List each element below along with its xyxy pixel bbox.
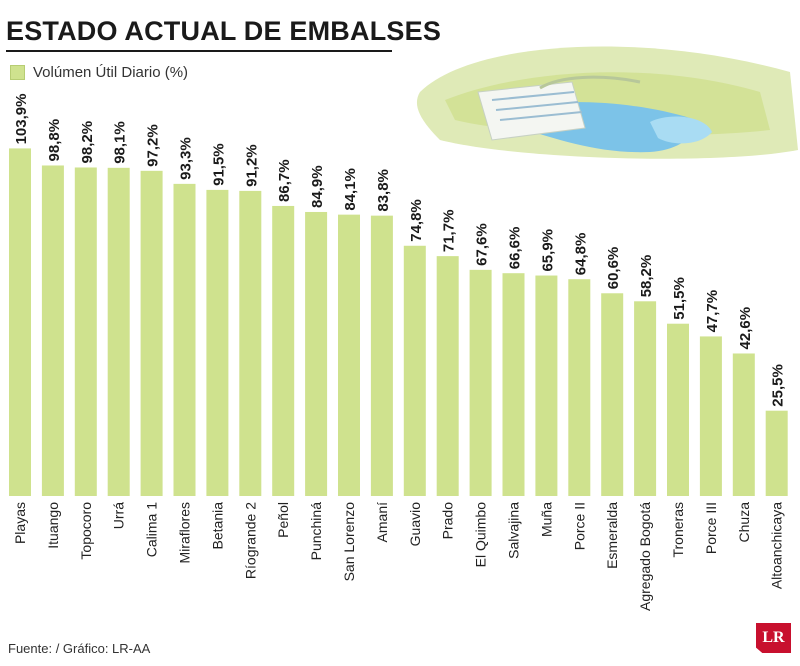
category-label-21: Troneras	[670, 502, 686, 558]
category-label-10: Punchiná	[308, 502, 324, 561]
value-label-9: 86,7%	[276, 159, 293, 202]
bar-24	[765, 410, 788, 496]
value-label-12: 83,8%	[375, 169, 392, 212]
value-label-1: 103,9%	[13, 94, 30, 145]
value-label-24: 25,5%	[770, 364, 787, 407]
bar-17	[535, 275, 558, 496]
bar-5	[140, 170, 163, 496]
category-label-20: Agregado Bogotá	[637, 502, 653, 611]
category-label-6: Miraflores	[177, 502, 193, 563]
category-label-19: Esmeralda	[604, 502, 620, 569]
value-label-13: 74,8%	[408, 199, 425, 242]
bar-2	[41, 165, 64, 496]
value-label-21: 51,5%	[671, 277, 688, 320]
bar-1	[9, 148, 31, 496]
category-label-24: Altoanchicaya	[769, 502, 785, 589]
value-label-11: 84,1%	[342, 168, 359, 211]
value-label-4: 98,1%	[112, 121, 129, 164]
bar-13	[403, 245, 426, 496]
category-label-16: Salvajina	[506, 502, 522, 559]
category-label-2: Ituango	[45, 502, 61, 549]
value-label-7: 91,5%	[210, 143, 227, 186]
value-label-22: 47,7%	[704, 290, 721, 333]
bar-18	[568, 279, 591, 496]
value-label-20: 58,2%	[638, 255, 655, 298]
bar-19	[601, 293, 624, 496]
category-label-1: Playas	[12, 502, 28, 544]
bar-8	[239, 190, 262, 497]
value-label-10: 84,9%	[309, 165, 326, 208]
category-label-5: Calima 1	[144, 502, 160, 557]
value-label-18: 64,8%	[572, 233, 589, 276]
value-labels-group: 103,9% 98,8% 98,2% 98,1% 97,2% 93,3% 91,5% 91,2…	[13, 94, 787, 407]
category-label-4: Urrá	[111, 502, 127, 529]
bar-7	[206, 189, 229, 496]
bar-15	[469, 269, 492, 496]
category-label-11: San Lorenzo	[341, 502, 357, 582]
bar-16	[502, 273, 525, 496]
category-label-23: Chuza	[736, 502, 752, 543]
bar-20	[634, 301, 657, 496]
category-label-14: Prado	[440, 502, 456, 540]
bar-10	[305, 211, 328, 497]
category-label-15: El Quimbo	[473, 502, 489, 568]
value-label-15: 67,6%	[474, 223, 491, 266]
bar-4	[107, 167, 130, 496]
value-label-14: 71,7%	[441, 210, 458, 253]
title-underline	[6, 50, 392, 52]
bar-12	[370, 215, 393, 496]
value-label-8: 91,2%	[243, 144, 260, 187]
category-label-7: Betania	[209, 502, 225, 550]
bar-9	[272, 205, 295, 496]
bar-14	[436, 256, 459, 496]
dam-illustration	[416, 46, 798, 159]
value-label-17: 65,9%	[539, 229, 556, 272]
category-label-13: Guavio	[407, 502, 423, 547]
chart-title: ESTADO ACTUAL DE EMBALSES	[6, 16, 442, 46]
source-footer: Fuente: / Gráfico: LR-AA	[8, 641, 151, 656]
value-label-6: 93,3%	[178, 137, 195, 180]
category-label-12: Amaní	[374, 502, 390, 543]
category-label-3: Topocoro	[78, 502, 94, 560]
value-label-5: 97,2%	[145, 124, 162, 167]
value-label-16: 66,6%	[507, 227, 524, 270]
category-label-18: Porce II	[571, 502, 587, 550]
bar-11	[338, 214, 360, 496]
bar-23	[732, 353, 755, 496]
bar-21	[667, 323, 689, 496]
bars-group	[9, 148, 788, 497]
legend-swatch	[10, 65, 25, 80]
category-label-9: Peñol	[275, 502, 291, 538]
category-label-8: Ríogrande 2	[242, 502, 258, 579]
value-label-19: 60,6%	[605, 247, 622, 290]
legend: Volúmen Útil Diario (%)	[10, 64, 188, 81]
value-label-3: 98,2%	[79, 121, 96, 164]
value-label-23: 42,6%	[737, 307, 754, 350]
lr-logo: LR	[756, 623, 791, 653]
legend-label: Volúmen Útil Diario (%)	[33, 64, 189, 81]
value-label-2: 98,8%	[46, 119, 63, 162]
category-label-22: Porce III	[703, 502, 719, 554]
bar-6	[173, 183, 196, 497]
category-label-17: Muña	[538, 502, 554, 537]
bar-3	[74, 167, 97, 496]
category-labels-group: Playas Ituango Topocoro Urrá Calima 1 Miraflo…	[12, 502, 785, 611]
bar-22	[699, 336, 722, 496]
